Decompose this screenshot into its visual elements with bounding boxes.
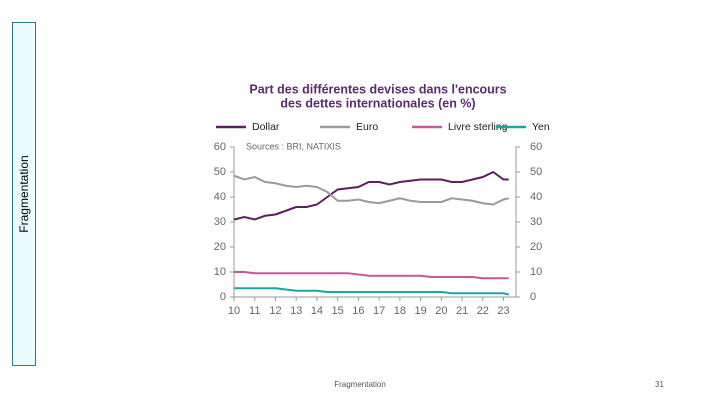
y-tick-label: 60 bbox=[214, 141, 226, 153]
x-tick-label: 16 bbox=[352, 305, 364, 317]
series-line bbox=[233, 174, 509, 206]
x-tick-label: 21 bbox=[456, 305, 468, 317]
y-tick-label: 20 bbox=[214, 241, 226, 253]
y-tick-label: 10 bbox=[214, 266, 226, 278]
chart-subtitle: des dettes internationales (en %) bbox=[280, 96, 475, 110]
y2-tick-label: 20 bbox=[530, 241, 542, 253]
chart-title: Part des différentes devises dans l'enco… bbox=[249, 82, 506, 96]
series-line bbox=[233, 170, 509, 221]
annotation: Sources : BRI, NATIXIS bbox=[246, 141, 341, 151]
y-tick-label: 40 bbox=[214, 191, 226, 203]
legend-label: Euro bbox=[356, 121, 378, 133]
sidebar: Fragmentation bbox=[12, 22, 36, 366]
series-line bbox=[234, 287, 509, 296]
x-tick-label: 14 bbox=[311, 305, 323, 317]
x-tick-label: 10 bbox=[228, 305, 240, 317]
y-tick-label: 50 bbox=[214, 166, 226, 178]
footer-text: Fragmentation bbox=[334, 380, 386, 389]
x-tick-label: 15 bbox=[332, 305, 344, 317]
y-tick-label: 0 bbox=[220, 291, 226, 303]
x-tick-label: 11 bbox=[249, 305, 260, 317]
x-tick-label: 18 bbox=[394, 305, 406, 317]
legend-label: Dollar bbox=[252, 121, 280, 133]
y2-tick-label: 60 bbox=[530, 141, 542, 153]
x-tick-label: 13 bbox=[290, 305, 302, 317]
y-tick-label: 30 bbox=[214, 216, 226, 228]
x-tick-label: 20 bbox=[435, 305, 447, 317]
x-tick-label: 23 bbox=[497, 305, 509, 317]
x-tick-label: 17 bbox=[373, 305, 385, 317]
chart: Part des différentes devises dans l'enco… bbox=[214, 82, 550, 317]
x-tick-label: 19 bbox=[414, 305, 426, 317]
y2-tick-label: 10 bbox=[530, 266, 542, 278]
series-line bbox=[234, 271, 509, 280]
x-tick-label: 22 bbox=[477, 305, 489, 317]
legend-label: Livre sterling bbox=[448, 121, 508, 133]
page-number: 31 bbox=[655, 380, 664, 389]
y2-tick-label: 0 bbox=[530, 291, 536, 303]
y2-tick-label: 40 bbox=[530, 191, 542, 203]
y2-tick-label: 30 bbox=[530, 216, 542, 228]
y2-tick-label: 50 bbox=[530, 166, 542, 178]
x-tick-label: 12 bbox=[269, 305, 281, 317]
legend-label: Yen bbox=[532, 121, 550, 133]
